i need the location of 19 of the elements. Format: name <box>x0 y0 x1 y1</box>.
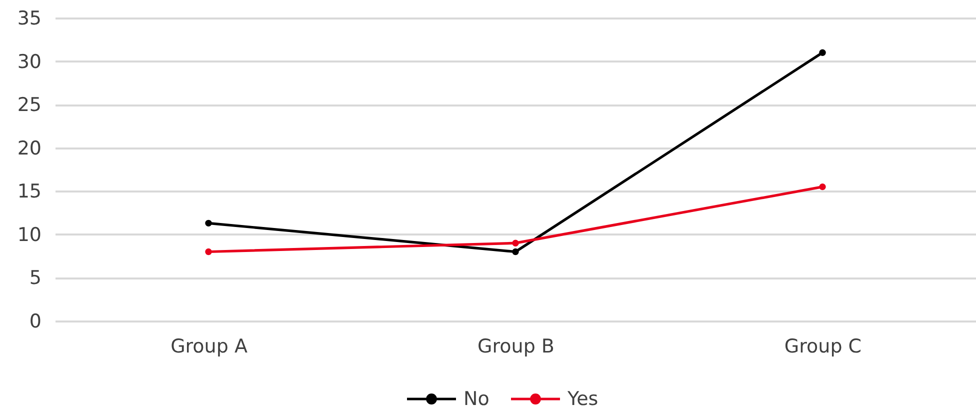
y-tick-label: 0 <box>29 310 42 332</box>
point <box>512 248 519 256</box>
x-tick-label: Group C <box>784 336 862 358</box>
y-tick-label: 30 <box>17 50 42 73</box>
x-tick-label: Group A <box>170 336 248 358</box>
y-tick-label: 10 <box>17 224 42 246</box>
y-tick-label: 15 <box>17 180 42 203</box>
x-tick-label: Group B <box>478 336 554 358</box>
point <box>205 248 212 256</box>
legend-label: No <box>464 388 490 410</box>
y-tick-label: 5 <box>29 267 42 290</box>
y-tick-label: 20 <box>17 137 42 160</box>
y-tick-label: 35 <box>17 8 42 30</box>
y-tick-label: 25 <box>17 94 42 116</box>
point <box>512 240 519 246</box>
point <box>205 220 212 227</box>
point <box>819 183 826 190</box>
legend-label: Yes <box>566 388 598 410</box>
point <box>819 49 826 56</box>
